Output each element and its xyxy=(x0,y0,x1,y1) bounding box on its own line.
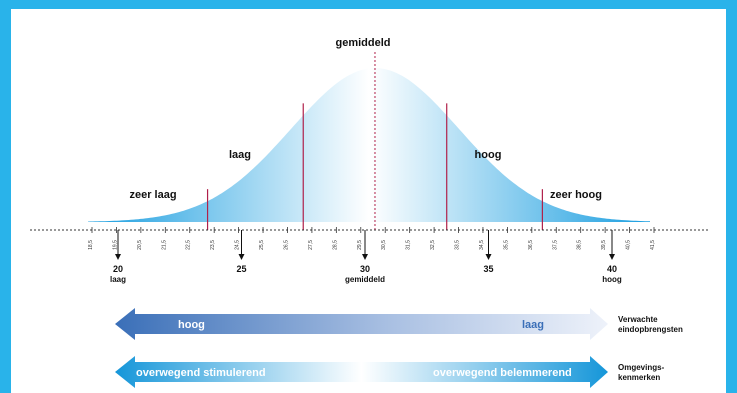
tick-label: 26,5 xyxy=(283,240,289,250)
marker-value: 30 xyxy=(360,264,370,274)
tick-label: 25,5 xyxy=(259,240,265,250)
tick-label: 38,5 xyxy=(577,240,583,250)
environment-hindering-label: overwegend belemmerend xyxy=(433,367,572,379)
tick-label: 32,5 xyxy=(430,240,436,250)
marker-value: 40 xyxy=(607,264,617,274)
tick-label: 30,5 xyxy=(381,240,387,250)
tick-label: 40,5 xyxy=(626,240,632,250)
tick-label: 34,5 xyxy=(479,240,485,250)
tick-label: 21,5 xyxy=(161,240,167,250)
tick-label: 31,5 xyxy=(406,240,412,250)
tick-label: 18,5 xyxy=(88,240,94,250)
tick-label: 41,5 xyxy=(650,240,656,250)
mean-title: gemiddeld xyxy=(335,37,390,49)
tick-label: 27,5 xyxy=(308,240,314,250)
marker-value: 25 xyxy=(236,264,246,274)
marker-sublabel: laag xyxy=(110,275,126,284)
environment-arrow: overwegend stimulerend overwegend belemm… xyxy=(115,356,665,388)
zone-label: zeer laag xyxy=(129,189,176,201)
expected-results-arrow: hoog laag Verwachte eindopbrengsten xyxy=(115,308,683,340)
bell-curve-area xyxy=(88,68,650,222)
zone-label: hoog xyxy=(475,149,502,161)
frame-left xyxy=(0,0,11,393)
tick-label: 39,5 xyxy=(601,240,607,250)
expected-results-high-label: hoog xyxy=(178,319,205,331)
marker-arrow-head xyxy=(485,254,492,260)
tick-label: 22,5 xyxy=(186,240,192,250)
expected-results-arrow-shape xyxy=(115,308,608,340)
marker-sublabel: hoog xyxy=(602,275,622,284)
tick-label: 19,5 xyxy=(112,240,118,250)
marker-arrow-head xyxy=(115,254,121,260)
expected-results-caption-2: eindopbrengsten xyxy=(618,325,683,334)
expected-results-caption-1: Verwachte xyxy=(618,315,658,324)
environment-caption-1: Omgevings- xyxy=(618,363,665,372)
marker-arrow-head xyxy=(362,254,368,260)
frame-top xyxy=(0,0,737,9)
expected-results-low-label: laag xyxy=(522,319,544,331)
environment-stimulating-label: overwegend stimulerend xyxy=(136,367,266,379)
marker-sublabel: gemiddeld xyxy=(345,275,385,284)
tick-label: 35,5 xyxy=(503,240,509,250)
marker-arrow-head xyxy=(238,254,245,260)
zone-label: zeer hoog xyxy=(550,189,602,201)
tick-label: 23,5 xyxy=(210,240,216,250)
tick-label: 28,5 xyxy=(332,240,338,250)
zone-label: laag xyxy=(229,149,251,161)
frame-right xyxy=(726,0,737,393)
marker-value: 20 xyxy=(113,264,123,274)
tick-label: 37,5 xyxy=(552,240,558,250)
tick-label: 29,5 xyxy=(357,240,363,250)
tick-label: 36,5 xyxy=(528,240,534,250)
marker-value: 35 xyxy=(483,264,493,274)
environment-arrow-shape xyxy=(115,356,608,388)
tick-label: 33,5 xyxy=(455,240,461,250)
tick-label: 20,5 xyxy=(137,240,143,250)
tick-label: 24,5 xyxy=(235,240,241,250)
environment-caption-2: kenmerken xyxy=(618,373,660,382)
marker-arrow-head xyxy=(609,254,615,260)
